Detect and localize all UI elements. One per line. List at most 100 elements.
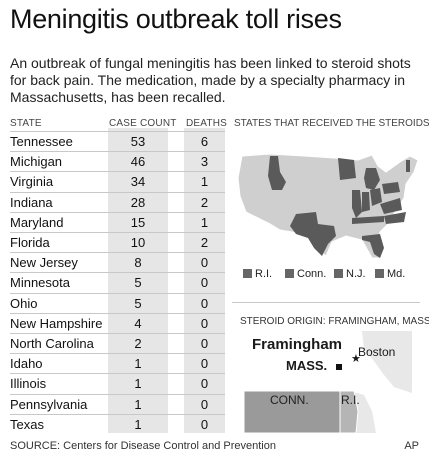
state-tennessee <box>352 216 384 224</box>
row-deaths: 0 <box>200 255 209 271</box>
origin-map <box>244 331 412 433</box>
boston-star-icon: ★ <box>351 353 361 365</box>
row-deaths: 0 <box>200 295 209 311</box>
us-map <box>237 153 419 259</box>
row-deaths: 6 <box>200 134 209 149</box>
row-deaths: 0 <box>200 396 209 412</box>
row-cases: 1 <box>134 416 142 432</box>
legend-swatch-md <box>375 269 384 278</box>
row-deaths: 0 <box>200 315 209 331</box>
row-state: Indiana <box>10 194 53 210</box>
row-deaths: 2 <box>200 194 209 210</box>
row-state: Minnesota <box>10 275 70 291</box>
table-row-divider <box>10 312 225 314</box>
state-illinois <box>352 190 362 218</box>
table-row-divider <box>10 413 225 415</box>
row-cases: 2 <box>134 336 142 351</box>
boston-label: Boston <box>358 345 396 359</box>
cases-column-bg <box>108 128 168 433</box>
page-subtitle: An outbreak of fungal meningitis has bee… <box>10 55 411 105</box>
row-cases: 5 <box>134 295 142 311</box>
legend-swatch-conn <box>285 269 294 278</box>
legend-swatch-ri <box>243 269 252 278</box>
state-virginia <box>380 198 402 214</box>
map-header: STATES THAT RECEIVED THE STEROIDS <box>234 118 429 129</box>
state-texas <box>290 212 336 256</box>
state-new-hampshire <box>406 160 410 172</box>
table-row-divider <box>10 333 225 334</box>
framingham-label: Framingham <box>252 336 343 353</box>
table-row-divider <box>10 211 225 213</box>
legend-nj: N.J. <box>346 268 366 280</box>
ri-label: R.I. <box>341 393 360 407</box>
row-cases: 4 <box>134 315 142 331</box>
state-north-carolina <box>384 212 406 224</box>
table-row-divider <box>10 131 225 132</box>
row-state: Texas <box>10 416 44 432</box>
state-minnesota <box>338 158 356 180</box>
row-state: Pennsylvania <box>10 396 88 412</box>
map-divider <box>232 302 420 303</box>
row-cases: 46 <box>130 154 146 170</box>
conn-region <box>244 390 341 433</box>
row-state: Michigan <box>10 154 63 170</box>
framingham-marker <box>336 364 342 370</box>
cases-col-header: CASE COUNT <box>109 118 177 129</box>
row-state: New Jersey <box>10 255 78 271</box>
origin-header: STEROID ORIGIN: FRAMINGHAM, MASS. <box>240 316 429 327</box>
row-state: North Carolina <box>10 336 94 351</box>
table-row-divider <box>10 272 225 274</box>
row-deaths: 2 <box>200 235 209 250</box>
legend-ri: R.I. <box>255 268 273 280</box>
row-cases: 1 <box>134 356 142 372</box>
row-state: Illinois <box>10 376 47 392</box>
table-row-divider <box>10 252 225 254</box>
row-deaths: 1 <box>200 214 209 230</box>
state-idaho <box>268 156 286 190</box>
row-state: New Hampshire <box>10 315 103 331</box>
row-cases: 15 <box>130 214 146 230</box>
row-deaths: 0 <box>200 336 209 351</box>
state-indiana <box>362 192 370 212</box>
row-cases: 53 <box>130 134 146 149</box>
row-cases: 10 <box>130 235 146 250</box>
row-cases: 5 <box>134 275 142 291</box>
row-state: Idaho <box>10 356 43 372</box>
state-col-header: STATE <box>10 118 42 129</box>
map-legend-conn: Conn. <box>285 268 326 280</box>
table-row-divider <box>10 191 225 193</box>
row-cases: 1 <box>134 396 142 412</box>
row-state: Florida <box>10 235 50 250</box>
table-row-divider <box>10 232 225 233</box>
table-row-divider <box>10 373 225 375</box>
table-row-divider <box>10 393 225 395</box>
mass-region <box>244 331 412 433</box>
row-deaths: 3 <box>200 154 209 170</box>
row-cases: 8 <box>134 255 142 271</box>
state-ohio <box>370 188 382 206</box>
credit: AP <box>404 440 419 452</box>
mass-label: MASS. <box>286 358 328 373</box>
row-deaths: 0 <box>200 376 209 392</box>
table-row-divider <box>10 292 225 294</box>
state-pennsylvania <box>382 182 400 194</box>
row-deaths: 0 <box>200 275 209 291</box>
page-title: Meningitis outbreak toll rises <box>10 4 342 34</box>
state-florida <box>362 234 384 258</box>
legend-swatch-nj <box>334 269 343 278</box>
row-state: Virginia <box>10 174 54 190</box>
deaths-col-header: DEATHS <box>186 118 228 129</box>
source-note: SOURCE: Centers for Disease Control and … <box>10 440 276 452</box>
map-legend-md: Md. <box>375 268 405 280</box>
row-state: Tennessee <box>10 134 73 149</box>
row-state: Ohio <box>10 295 38 311</box>
legend-conn: Conn. <box>297 268 327 280</box>
table-row-divider <box>10 353 225 355</box>
row-cases: 34 <box>130 174 146 190</box>
ri-region <box>339 390 359 433</box>
map-legend-nj: N.J. <box>334 268 366 280</box>
row-deaths: 0 <box>200 356 209 372</box>
row-state: Maryland <box>10 214 64 230</box>
row-deaths: 1 <box>200 174 209 190</box>
table-row-divider <box>10 151 225 153</box>
